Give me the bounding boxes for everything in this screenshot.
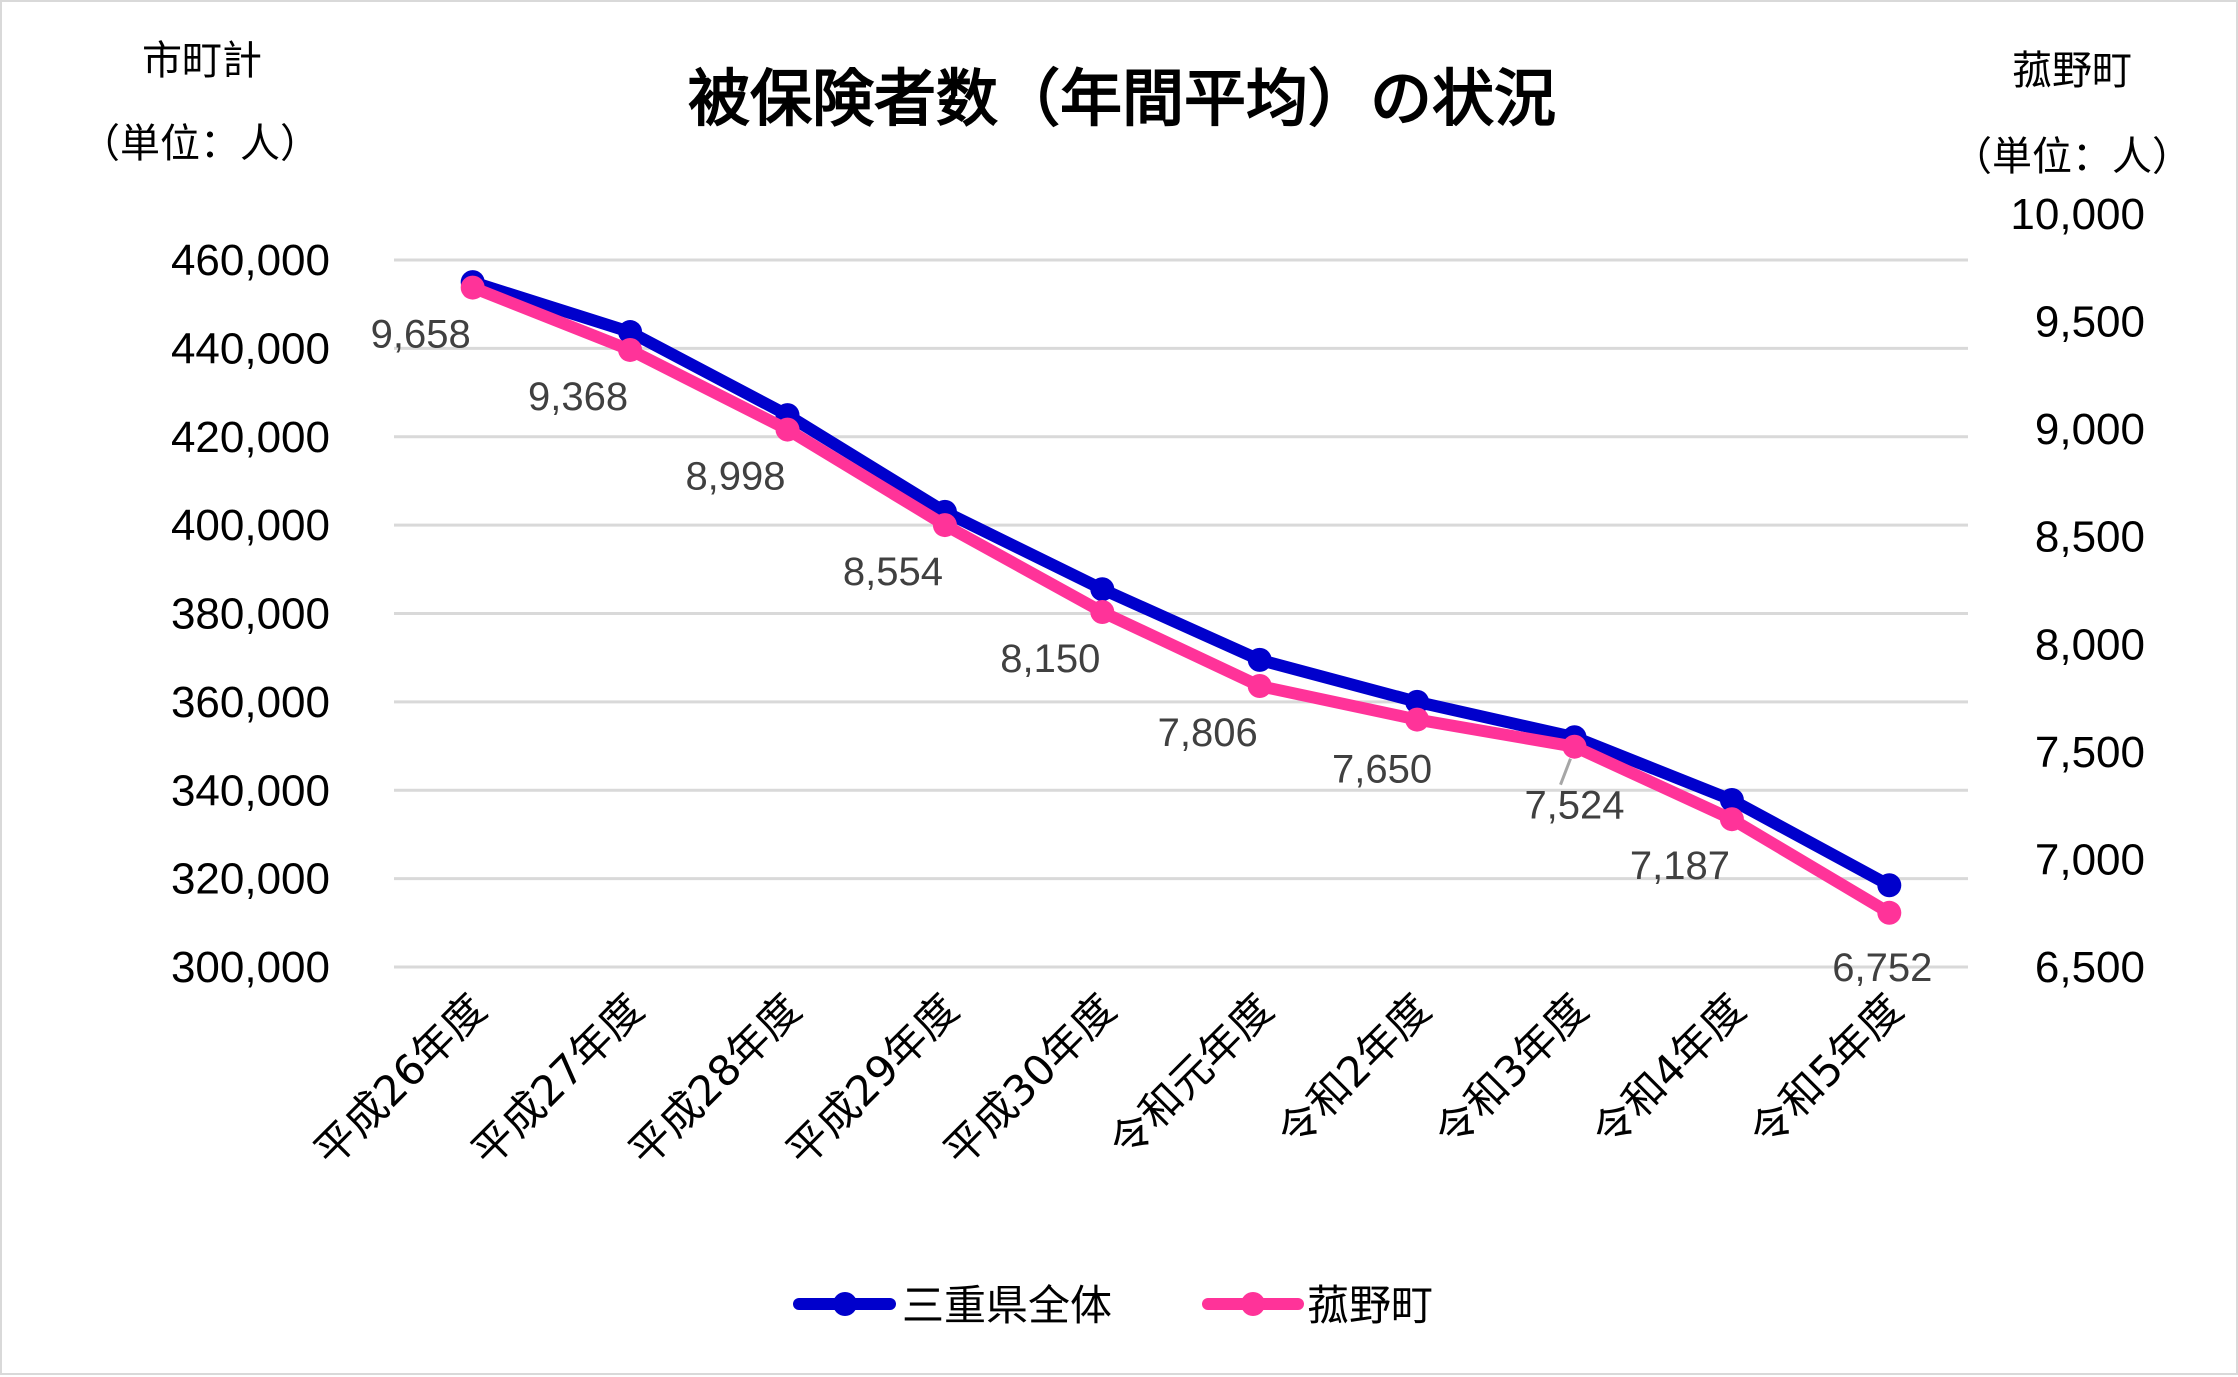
data-label: 6,752 bbox=[1832, 946, 1932, 990]
right-axis-tick-label: 7,000 bbox=[2035, 835, 2145, 884]
data-label: 9,658 bbox=[371, 313, 471, 357]
series-layer bbox=[460, 270, 1902, 925]
left-axis-tick-label: 360,000 bbox=[171, 678, 330, 727]
x-axis-category-label: 令和2年度 bbox=[1268, 984, 1440, 1156]
data-point-marker bbox=[1247, 647, 1272, 672]
leader-line bbox=[1559, 758, 1572, 786]
x-axis-category-label: 令和3年度 bbox=[1425, 984, 1597, 1156]
right-axis-tick-label: 7,500 bbox=[2035, 728, 2145, 777]
series-line bbox=[466, 281, 1896, 919]
right-axis-tick-label: 6,500 bbox=[2035, 943, 2145, 992]
data-point-marker bbox=[775, 417, 800, 442]
data-point-marker bbox=[618, 337, 643, 362]
right-axis-tick-label: 8,000 bbox=[2035, 620, 2145, 669]
data-point-marker bbox=[1562, 734, 1587, 759]
left-axis-tick-label: 320,000 bbox=[171, 855, 330, 904]
left-axis-tick-label: 380,000 bbox=[171, 590, 330, 639]
data-point-marker bbox=[1877, 873, 1902, 898]
legend-label: 菰野町 bbox=[1307, 1281, 1433, 1330]
data-label: 9,368 bbox=[528, 375, 628, 419]
data-point-marker bbox=[1405, 707, 1430, 732]
gridlines bbox=[394, 258, 1968, 969]
x-axis-category-label: 令和5年度 bbox=[1740, 984, 1912, 1156]
data-label: 7,187 bbox=[1630, 844, 1730, 888]
x-axis-category-label: 平成30年度 bbox=[934, 984, 1125, 1175]
data-point-marker bbox=[1090, 577, 1115, 602]
data-point-marker bbox=[1090, 600, 1115, 625]
data-label: 7,806 bbox=[1158, 711, 1258, 755]
left-axis-tick-label: 340,000 bbox=[171, 766, 330, 815]
left-axis-tick-label: 440,000 bbox=[171, 324, 330, 373]
data-point-marker bbox=[618, 320, 643, 345]
right-axis-unit: （単位：人） bbox=[1952, 134, 2192, 180]
left-axis-tick-label: 420,000 bbox=[171, 413, 330, 462]
left-axis-unit: （単位：人） bbox=[80, 121, 320, 167]
left-axis-title: 市町計 bbox=[142, 38, 262, 84]
x-axis-categories: 平成26年度平成27年度平成28年度平成29年度平成30年度令和元年度令和2年度… bbox=[305, 984, 1913, 1175]
data-point-marker bbox=[1405, 689, 1430, 714]
data-label: 7,524 bbox=[1524, 784, 1624, 828]
legend: 三重県全体 菰野町 bbox=[793, 1281, 1433, 1330]
left-axis-ticks: 460,000 440,000 420,000 400,000 380,000 360,0… bbox=[171, 236, 330, 992]
right-axis-tick-label: 9,500 bbox=[2035, 298, 2145, 347]
data-point-marker bbox=[460, 275, 485, 300]
right-axis-tick-label: 8,500 bbox=[2035, 513, 2145, 562]
data-labels: 9,658 9,368 8,998 8,554 8,150 7,806 7,650 7,524… bbox=[371, 313, 1933, 990]
series-line bbox=[466, 276, 1896, 892]
right-axis-ticks: 10,000 9,500 9,000 8,500 8,000 7,500 7,000 6,50… bbox=[2010, 190, 2145, 992]
data-label: 8,150 bbox=[1000, 637, 1100, 681]
x-axis-category-label: 令和4年度 bbox=[1583, 984, 1755, 1156]
legend-label: 三重県全体 bbox=[902, 1281, 1112, 1330]
data-point-marker bbox=[1877, 900, 1902, 925]
data-point-marker bbox=[1247, 674, 1272, 699]
right-axis-tick-label: 10,000 bbox=[2010, 190, 2145, 239]
data-label: 8,554 bbox=[843, 550, 943, 594]
data-point-marker bbox=[1719, 807, 1744, 832]
legend-marker-icon bbox=[833, 1292, 857, 1316]
legend-item-komono: 菰野町 bbox=[1202, 1281, 1433, 1330]
data-point-marker bbox=[1719, 787, 1744, 812]
series-komono-town bbox=[460, 275, 1902, 925]
chart-title: 被保険者数（年間平均）の状況 bbox=[688, 62, 1556, 135]
data-label: 7,650 bbox=[1332, 748, 1432, 792]
x-axis-category-label: 令和元年度 bbox=[1100, 984, 1283, 1167]
right-axis-title: 菰野町 bbox=[2012, 48, 2132, 94]
legend-marker-icon bbox=[1241, 1292, 1265, 1316]
data-label: 8,998 bbox=[685, 455, 785, 499]
data-point-marker bbox=[932, 513, 957, 538]
left-axis-tick-label: 300,000 bbox=[171, 943, 330, 992]
right-axis-tick-label: 9,000 bbox=[2035, 405, 2145, 454]
left-axis-tick-label: 400,000 bbox=[171, 501, 330, 550]
legend-item-mie: 三重県全体 bbox=[793, 1281, 1112, 1330]
left-axis-tick-label: 460,000 bbox=[171, 236, 330, 285]
